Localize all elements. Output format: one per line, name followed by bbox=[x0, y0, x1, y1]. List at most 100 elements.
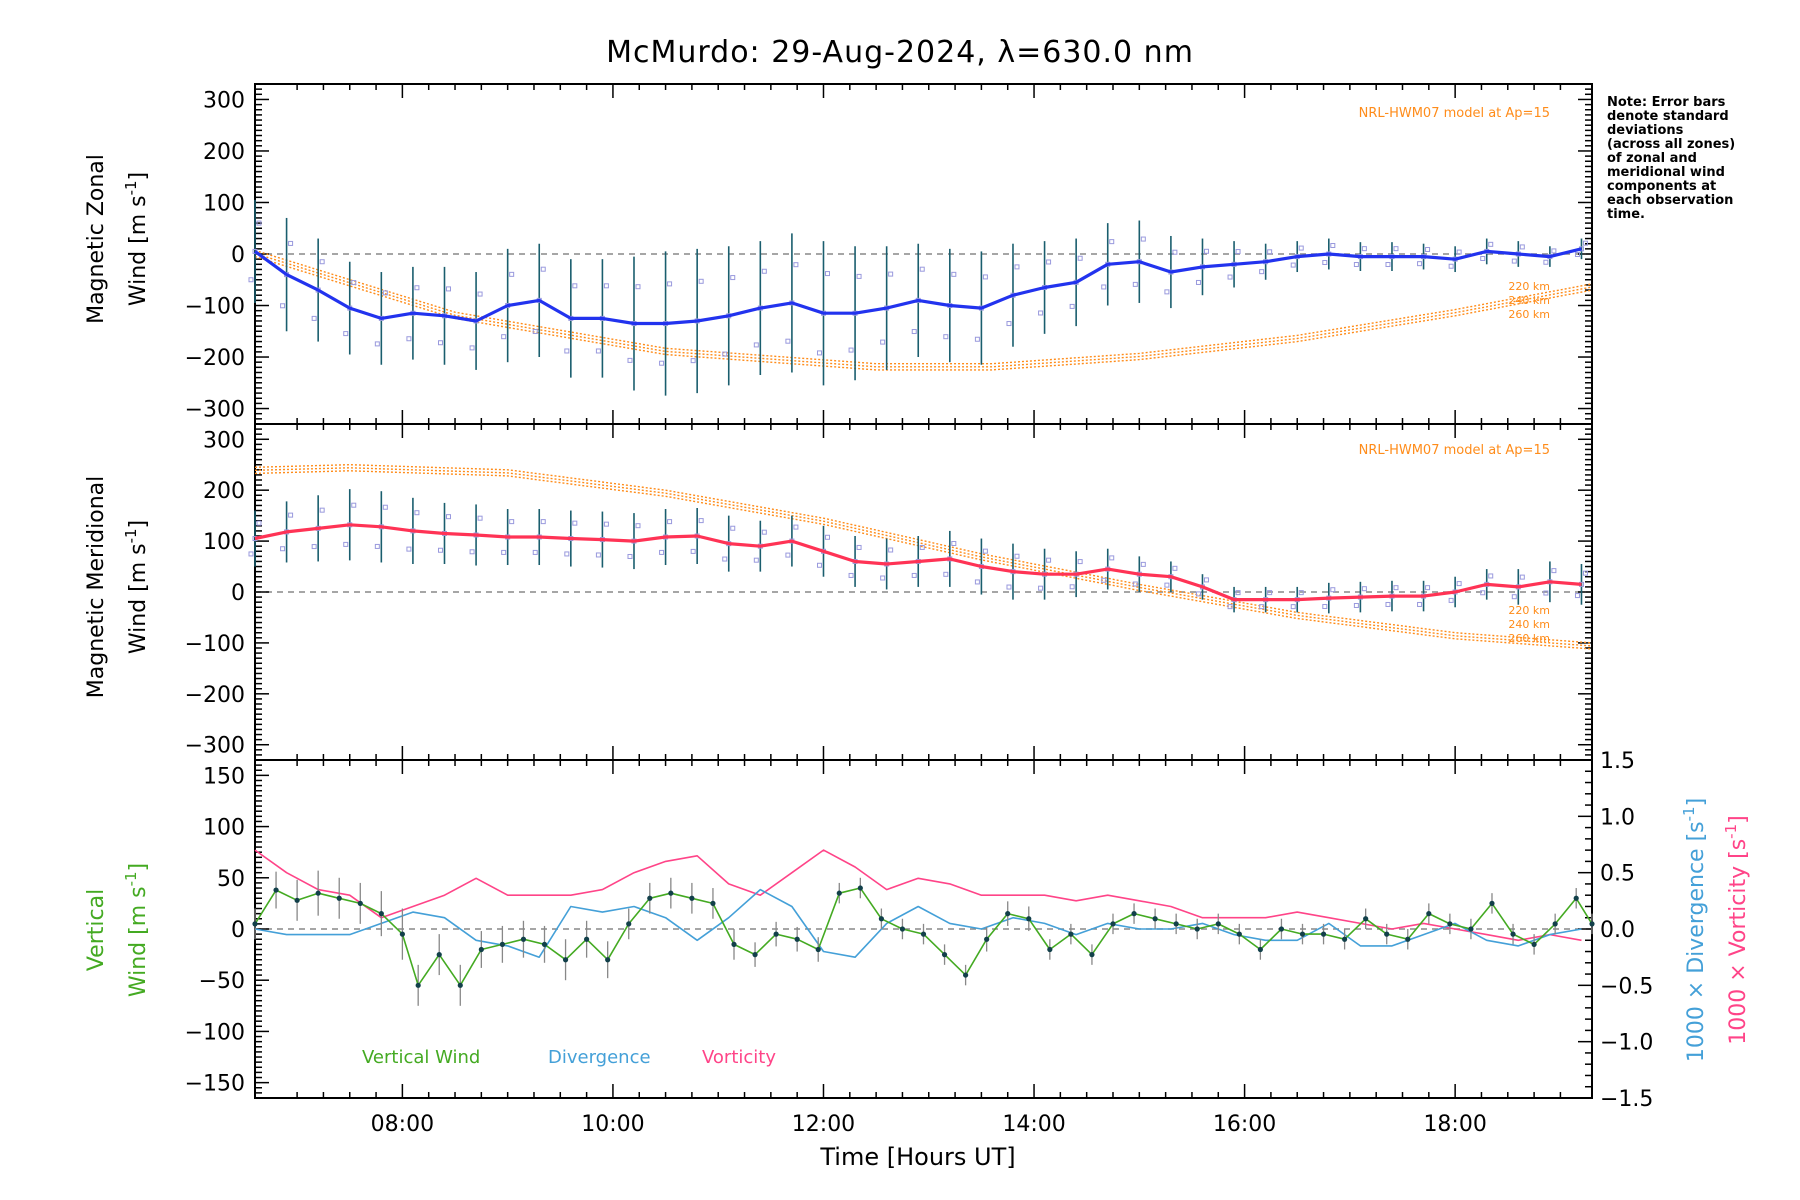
zonal-zone-point bbox=[1132, 281, 1138, 287]
zonal-zone-point bbox=[761, 268, 767, 274]
zonal-zone-point bbox=[698, 278, 704, 284]
zonal-zone-point bbox=[730, 275, 736, 281]
meridional-ytick-label: −200 bbox=[185, 683, 245, 708]
zonal-ytick-label: −100 bbox=[185, 295, 245, 320]
zonal-zone-point bbox=[248, 277, 254, 283]
vertical-wind-point bbox=[478, 946, 484, 953]
vertical-y2tick-label: 1.5 bbox=[1600, 749, 1635, 774]
meridional-zone-point bbox=[1006, 584, 1012, 590]
vertical-ytick-label: 100 bbox=[203, 816, 245, 841]
vertical-wind-point bbox=[710, 900, 716, 906]
meridional-zone-point bbox=[1109, 555, 1115, 561]
vertical-wind-point bbox=[1089, 952, 1095, 958]
vertical-ytick-label: −100 bbox=[185, 1020, 245, 1045]
vertical-wind-point bbox=[1510, 931, 1516, 937]
divergence-ylabel: 1000 × Divergence [s-1] bbox=[1680, 798, 1709, 1062]
vertical-ytick-label: −50 bbox=[199, 969, 245, 994]
zonal-alt-label: 260 km bbox=[1508, 308, 1550, 321]
vertical-wind-point bbox=[378, 911, 384, 917]
meridional-zone-point bbox=[1456, 581, 1462, 587]
meridional-zone-point bbox=[1227, 604, 1233, 610]
meridional-zone-point bbox=[1046, 557, 1052, 563]
meridional-zone-point bbox=[1101, 577, 1107, 583]
zonal-zone-point bbox=[280, 303, 286, 309]
meridional-panel: −300 −200 −100 0 100 200 300 bbox=[185, 423, 1593, 761]
meridional-zone-point bbox=[856, 544, 862, 550]
vertical-y2tick-label: 0.0 bbox=[1600, 918, 1635, 943]
meridional-zone-point bbox=[816, 562, 822, 568]
meridional-zone-point bbox=[1361, 586, 1367, 592]
legend-vertical-wind: Vertical Wind bbox=[362, 1047, 480, 1068]
vertical-wind-point bbox=[1299, 931, 1306, 937]
meridional-zone-point bbox=[1322, 604, 1328, 610]
zonal-zone-point bbox=[911, 329, 917, 335]
note-line: denote standard bbox=[1607, 109, 1729, 124]
meridional-zone-point bbox=[603, 521, 609, 527]
meridional-zone-point bbox=[1164, 582, 1170, 588]
note-line: each observation bbox=[1607, 193, 1733, 208]
meridional-zone-point bbox=[1488, 573, 1494, 579]
meridional-zone-point bbox=[911, 572, 917, 578]
meridional-alt-label: 240 km bbox=[1508, 618, 1550, 631]
meridional-zone-point bbox=[540, 519, 546, 525]
meridional-zone-point bbox=[1203, 577, 1209, 583]
vertical-wind-point bbox=[1110, 921, 1116, 927]
meridional-alt-label: 260 km bbox=[1508, 632, 1550, 645]
meridional-zone-point bbox=[785, 552, 791, 558]
meridional-zone-point bbox=[1259, 604, 1265, 610]
note-line: components at bbox=[1607, 179, 1716, 194]
vertical-wind-point bbox=[815, 946, 821, 953]
vertical-wind-point bbox=[520, 936, 527, 942]
zonal-zone-point bbox=[1014, 264, 1020, 270]
vertical-wind-point bbox=[294, 897, 300, 903]
vertical-wind-point bbox=[1026, 916, 1032, 922]
vorticity-line bbox=[254, 849, 1582, 942]
zonal-ylabel-line2: Wind [m s-1] bbox=[122, 172, 151, 306]
zonal-zone-point bbox=[572, 283, 578, 289]
zonal-zone-point bbox=[477, 291, 483, 297]
meridional-zone-point bbox=[319, 507, 325, 513]
vertical-ylabel-line2: Wind [m s-1] bbox=[122, 863, 151, 997]
meridional-zone-point bbox=[1448, 597, 1454, 603]
zonal-zone-point bbox=[445, 286, 451, 292]
zonal-zone-point bbox=[1164, 289, 1170, 295]
meridional-ytick-label: −100 bbox=[185, 632, 245, 657]
note-line: of zonal and bbox=[1607, 151, 1697, 166]
note-line: (across all zones) bbox=[1607, 137, 1735, 152]
vertical-wind-point bbox=[878, 916, 884, 922]
meridional-ytick-label: 200 bbox=[203, 479, 245, 504]
zonal-zone-point bbox=[659, 360, 665, 366]
meridional-zone-point bbox=[572, 520, 578, 526]
zonal-zone-point bbox=[1511, 258, 1517, 264]
meridional-zone-point bbox=[1393, 585, 1399, 591]
vertical-wind-point bbox=[689, 895, 695, 901]
meridional-zone-point bbox=[374, 543, 380, 549]
zonal-zone-point bbox=[1046, 259, 1052, 265]
zonal-ytick-label: 100 bbox=[203, 191, 245, 216]
meridional-zone-point bbox=[1132, 581, 1138, 587]
vertical-y2tick-label: 1.0 bbox=[1600, 805, 1635, 830]
meridional-zone-point bbox=[1267, 590, 1273, 596]
meridional-zone-point bbox=[1511, 594, 1517, 600]
zonal-zone-point bbox=[667, 281, 673, 287]
meridional-zone-point bbox=[1330, 587, 1336, 593]
meridional-zone-point bbox=[1077, 559, 1083, 565]
meridional-zone-point bbox=[1290, 604, 1296, 610]
meridional-zone-point bbox=[351, 502, 357, 508]
vertical-wind-point bbox=[1489, 900, 1495, 906]
vertical-wind-point bbox=[731, 941, 737, 947]
vertical-wind-point bbox=[357, 900, 363, 906]
zonal-zone-point bbox=[848, 347, 854, 353]
vertical-ytick-label: −150 bbox=[185, 1072, 245, 1097]
vertical-wind-point bbox=[1405, 936, 1411, 942]
zonal-zone-point bbox=[1195, 279, 1201, 285]
meridional-zone-point bbox=[951, 541, 957, 547]
meridional-zone-point bbox=[256, 520, 262, 526]
vertical-y2tick-label: −0.5 bbox=[1600, 974, 1653, 999]
meridional-zone-point bbox=[635, 523, 641, 529]
zonal-zone-point bbox=[1417, 261, 1423, 267]
vertical-ytick-label: 150 bbox=[203, 764, 245, 789]
meridional-zone-point bbox=[698, 518, 704, 524]
meridional-zone-point bbox=[1353, 602, 1359, 608]
meridional-zone-point bbox=[595, 552, 601, 558]
